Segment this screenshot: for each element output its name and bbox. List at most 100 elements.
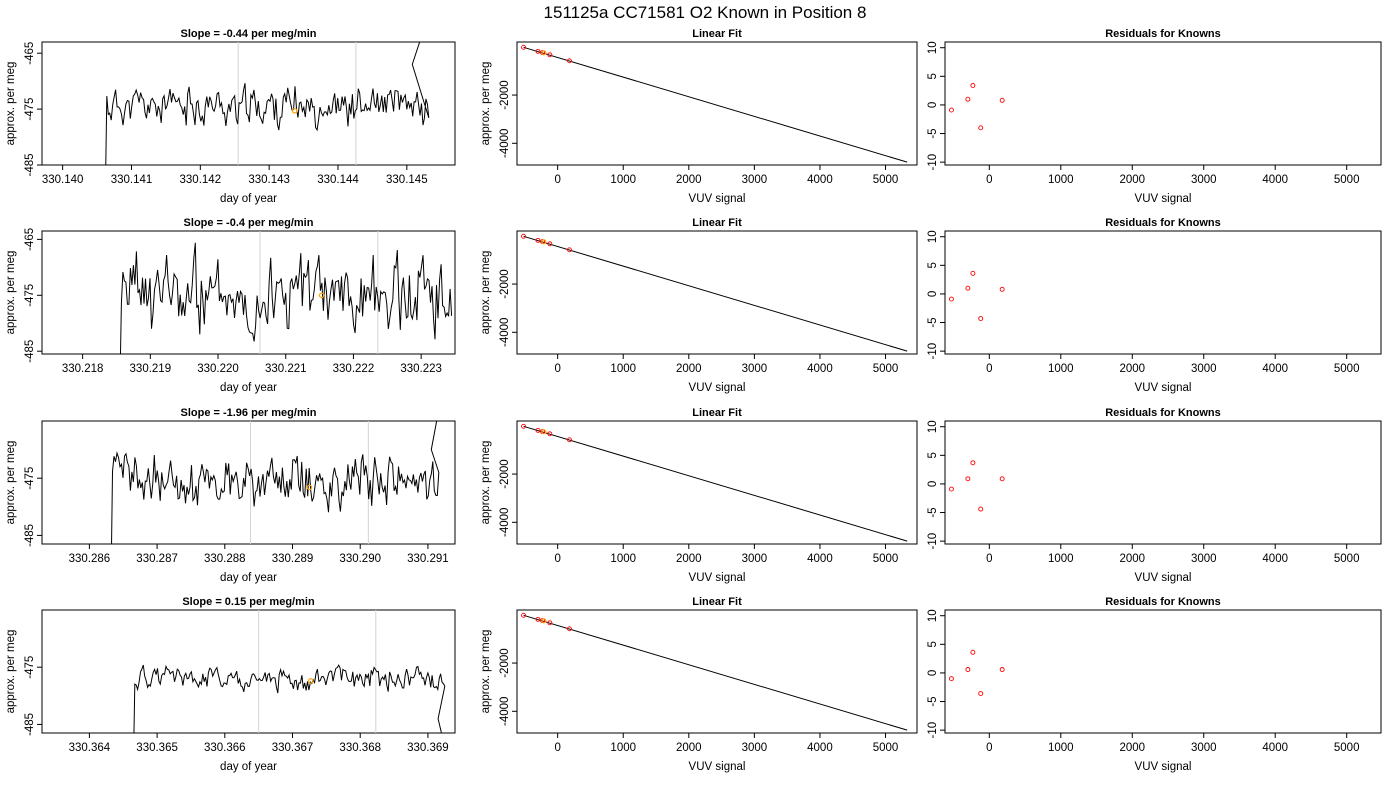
x-tick-label: 330.221 <box>265 363 307 375</box>
plot-frame <box>944 230 1382 355</box>
x-tick-label: 0 <box>554 174 560 186</box>
residual-point <box>948 107 954 113</box>
x-tick-label: 2000 <box>1119 174 1145 186</box>
residual-point <box>948 676 954 682</box>
panel-title: Linear Fit <box>692 217 742 229</box>
y-tick-label: -485 <box>24 524 36 547</box>
y-axis-label: approx. per meg <box>5 251 17 335</box>
x-tick-label: 0 <box>554 742 560 754</box>
x-tick-label: 330.364 <box>69 742 111 754</box>
plot-frame <box>41 609 456 734</box>
y-tick-label: -485 <box>24 153 36 176</box>
residual-point <box>978 506 984 512</box>
plot-frame <box>944 609 1382 734</box>
x-tick-label: 330.142 <box>180 174 222 186</box>
residual-point <box>978 316 984 321</box>
x-tick-label: 5000 <box>873 742 899 754</box>
x-tick-label: 2000 <box>676 363 702 375</box>
x-tick-label: 1000 <box>1048 174 1074 186</box>
plot-frame <box>516 230 918 355</box>
x-tick-label: 330.223 <box>400 363 442 375</box>
y-tick-label: 5 <box>927 262 939 268</box>
x-tick-label: 2000 <box>1119 742 1145 754</box>
residuals-panel: Residuals for Knowns 0 1000 2000 3000 4000 500… <box>927 596 1382 773</box>
y-axis-label: approx. per meg <box>480 441 492 525</box>
x-tick-label: 330.143 <box>248 174 290 186</box>
known-point <box>521 44 527 50</box>
residual-point <box>965 667 971 672</box>
plot-frame <box>944 420 1382 545</box>
residual-point <box>978 125 984 131</box>
x-axis-label: VUV signal <box>689 382 746 394</box>
x-tick-label: 330.287 <box>136 553 178 565</box>
x-axis-label: day of year <box>220 382 277 394</box>
x-tick-label: 4000 <box>1262 174 1288 186</box>
y-tick-label: 0 <box>927 102 939 108</box>
y-axis-label: approx. per meg <box>5 62 17 146</box>
x-tick-label: 330.145 <box>386 174 428 186</box>
sample-point <box>541 618 547 624</box>
x-tick-label: 330.144 <box>317 174 359 186</box>
timeseries-panel: Slope = 0.15 per meg/min 330.364 330.365 33… <box>5 596 456 773</box>
sample-point <box>541 50 547 56</box>
known-point <box>535 616 541 622</box>
figure-title: 151125a CC71581 O2 Known in Position 8 <box>544 3 867 22</box>
plot-area <box>111 421 440 544</box>
residual-point <box>999 97 1005 103</box>
x-tick-label: 3000 <box>742 174 768 186</box>
y-tick-label: -465 <box>24 228 36 251</box>
x-tick-label: 330.218 <box>62 363 104 375</box>
x-tick-label: 5000 <box>873 174 899 186</box>
y-tick-label: 10 <box>927 609 939 622</box>
y-axis-label: approx. per meg <box>480 62 492 146</box>
x-tick-label: 4000 <box>1262 553 1288 565</box>
known-point <box>535 237 541 243</box>
plot-area <box>948 649 1005 696</box>
x-tick-label: 4000 <box>807 174 833 186</box>
panel-title: Slope = -1.96 per meg/min <box>180 407 316 419</box>
y-tick-label: 10 <box>927 230 939 243</box>
x-tick-label: 330.220 <box>197 363 239 375</box>
x-tick-label: 0 <box>986 553 992 565</box>
x-tick-label: 2000 <box>676 742 702 754</box>
y-axis-label: approx. per meg <box>5 441 17 525</box>
x-tick-label: 3000 <box>742 553 768 565</box>
x-tick-label: 1000 <box>610 174 636 186</box>
plot-frame <box>41 230 456 355</box>
panels-grid: Slope = -0.44 per meg/min 330.140 330.141 3… <box>5 28 1382 773</box>
panel-row-2: Slope = -0.4 per meg/min 330.218 330.219 33… <box>5 217 1382 394</box>
x-tick-label: 5000 <box>873 363 899 375</box>
residual-point <box>970 83 976 88</box>
known-point <box>567 626 572 632</box>
y-tick-label: -4000 <box>499 318 511 347</box>
known-point <box>521 423 527 429</box>
residual-point <box>970 460 976 466</box>
known-point <box>547 241 553 247</box>
y-tick-label: -10 <box>927 533 939 550</box>
known-point <box>567 437 572 443</box>
panel-row-1: Slope = -0.44 per meg/min 330.140 330.141 3… <box>5 28 1382 205</box>
residual-point <box>965 96 971 102</box>
residual-point <box>970 270 976 276</box>
plot-area <box>133 610 446 733</box>
x-axis-label: VUV signal <box>689 761 746 773</box>
plot-area <box>521 612 908 731</box>
residual-point <box>999 476 1005 482</box>
x-tick-label: 330.291 <box>407 553 449 565</box>
current-sample-point <box>291 107 298 114</box>
x-tick-label: 330.368 <box>339 742 381 754</box>
sample-point <box>541 239 547 245</box>
x-tick-label: 0 <box>554 363 560 375</box>
x-tick-label: 3000 <box>1191 742 1217 754</box>
x-tick-label: 4000 <box>807 363 833 375</box>
x-tick-label: 1000 <box>610 742 636 754</box>
x-tick-label: 4000 <box>807 742 833 754</box>
y-tick-label: 10 <box>927 420 939 433</box>
x-tick-label: 2000 <box>1119 363 1145 375</box>
fit-line <box>523 425 908 542</box>
known-point <box>547 431 553 437</box>
current-sample-point <box>306 484 313 491</box>
x-tick-label: 1000 <box>1048 363 1074 375</box>
fit-line <box>523 614 908 731</box>
